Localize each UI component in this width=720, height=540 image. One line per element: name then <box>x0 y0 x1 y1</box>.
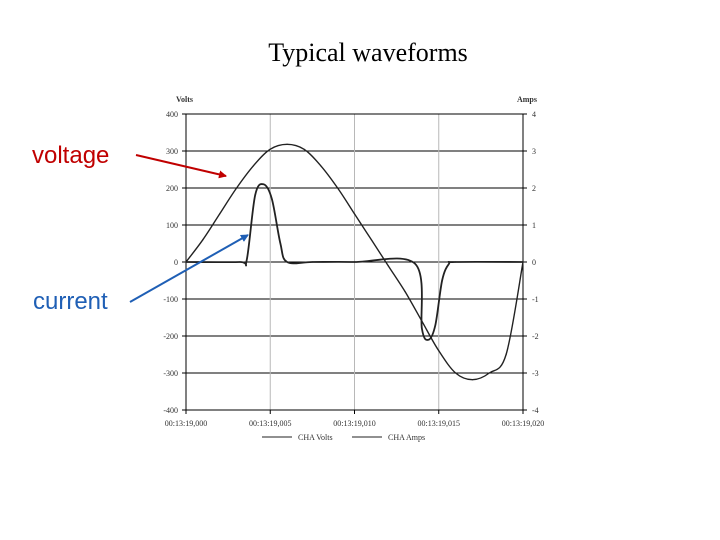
amps-data-point <box>286 261 288 263</box>
current-arrow <box>129 234 249 303</box>
volts-data-point <box>505 353 507 356</box>
volts-data-point <box>219 213 221 215</box>
y-right-tick-label: 3 <box>532 147 536 156</box>
y-left-axis-label: Volts <box>176 95 193 104</box>
amps-data-point <box>353 261 356 263</box>
amps-data-point <box>434 324 436 326</box>
amps-data-point <box>279 242 281 245</box>
volts-data-point <box>387 265 389 267</box>
volts-data-point <box>370 239 372 241</box>
callout-arrows <box>129 154 249 303</box>
amps-data-point <box>522 261 524 263</box>
volts-data-point <box>202 239 204 241</box>
volts-data-point <box>471 379 474 381</box>
y-left-tick-label: 100 <box>166 221 178 230</box>
y-left-tick-label: 0 <box>174 258 178 267</box>
x-tick-label: 00:13:19,010 <box>333 419 375 428</box>
amps-data-point <box>414 263 416 265</box>
amps-data-point <box>428 339 430 341</box>
volts-data-point <box>455 372 457 374</box>
amps-data-point <box>185 261 187 263</box>
amps-data-point <box>421 328 423 330</box>
voltage-arrow <box>135 154 227 179</box>
volts-data-point <box>337 187 339 189</box>
volts-data-point <box>404 291 406 293</box>
legend-entry: CHA Volts <box>298 433 333 442</box>
y-left-tick-label: -400 <box>163 406 178 415</box>
amps-data-point <box>254 194 256 196</box>
slide-title: Typical waveforms <box>268 38 468 67</box>
x-tick-label: 00:13:19,020 <box>502 419 544 428</box>
y-right-tick-label: -4 <box>532 406 539 415</box>
volts-data-point <box>286 143 288 145</box>
y-right-tick-label: -2 <box>532 332 539 341</box>
y-right-tick-label: 1 <box>532 221 536 230</box>
volts-data-point <box>353 213 356 215</box>
y-left-tick-label: -200 <box>163 332 178 341</box>
series-line-amps <box>185 183 524 341</box>
y-right-tick-label: -1 <box>532 295 539 304</box>
y-right-tick-label: 0 <box>532 258 536 267</box>
y-right-tick-label: 4 <box>532 110 536 119</box>
amps-data-point <box>262 183 265 185</box>
volts-data-point <box>235 187 238 189</box>
amps-data-point <box>271 198 273 200</box>
amps-data-point <box>455 261 457 263</box>
volts-data-point <box>438 350 440 352</box>
y-left-tick-label: -100 <box>163 295 178 304</box>
y-left-tick-label: -300 <box>163 369 178 378</box>
amps-data-point <box>239 261 241 263</box>
y-left-tick-label: 300 <box>166 147 178 156</box>
current-callout-label: current <box>33 288 108 315</box>
volts-data-point <box>488 372 490 374</box>
y-left-tick-label: 200 <box>166 184 178 193</box>
amps-data-point <box>448 263 450 265</box>
volts-data-point <box>252 165 254 167</box>
y-left-tick-label: 400 <box>166 110 178 119</box>
volts-data-point <box>320 165 322 167</box>
chart-legend: CHA Volts CHA Amps <box>262 433 425 442</box>
x-tick-label: 00:13:19,000 <box>165 419 207 428</box>
x-tick-label: 00:13:19,005 <box>249 419 291 428</box>
amps-data-point <box>246 259 248 261</box>
voltage-callout-label: voltage <box>32 142 110 169</box>
x-tick-label: 00:13:19,015 <box>418 419 460 428</box>
y-right-axis-label: Amps <box>517 95 537 104</box>
y-right-tick-label: -3 <box>532 369 539 378</box>
amps-data-point <box>441 279 443 282</box>
volts-data-point <box>269 148 271 150</box>
amps-data-point <box>311 261 313 263</box>
legend-entry: CHA Amps <box>388 433 425 442</box>
y-right-tick-label: 2 <box>532 184 536 193</box>
chart-series <box>185 143 524 381</box>
volts-data-point <box>303 148 305 150</box>
